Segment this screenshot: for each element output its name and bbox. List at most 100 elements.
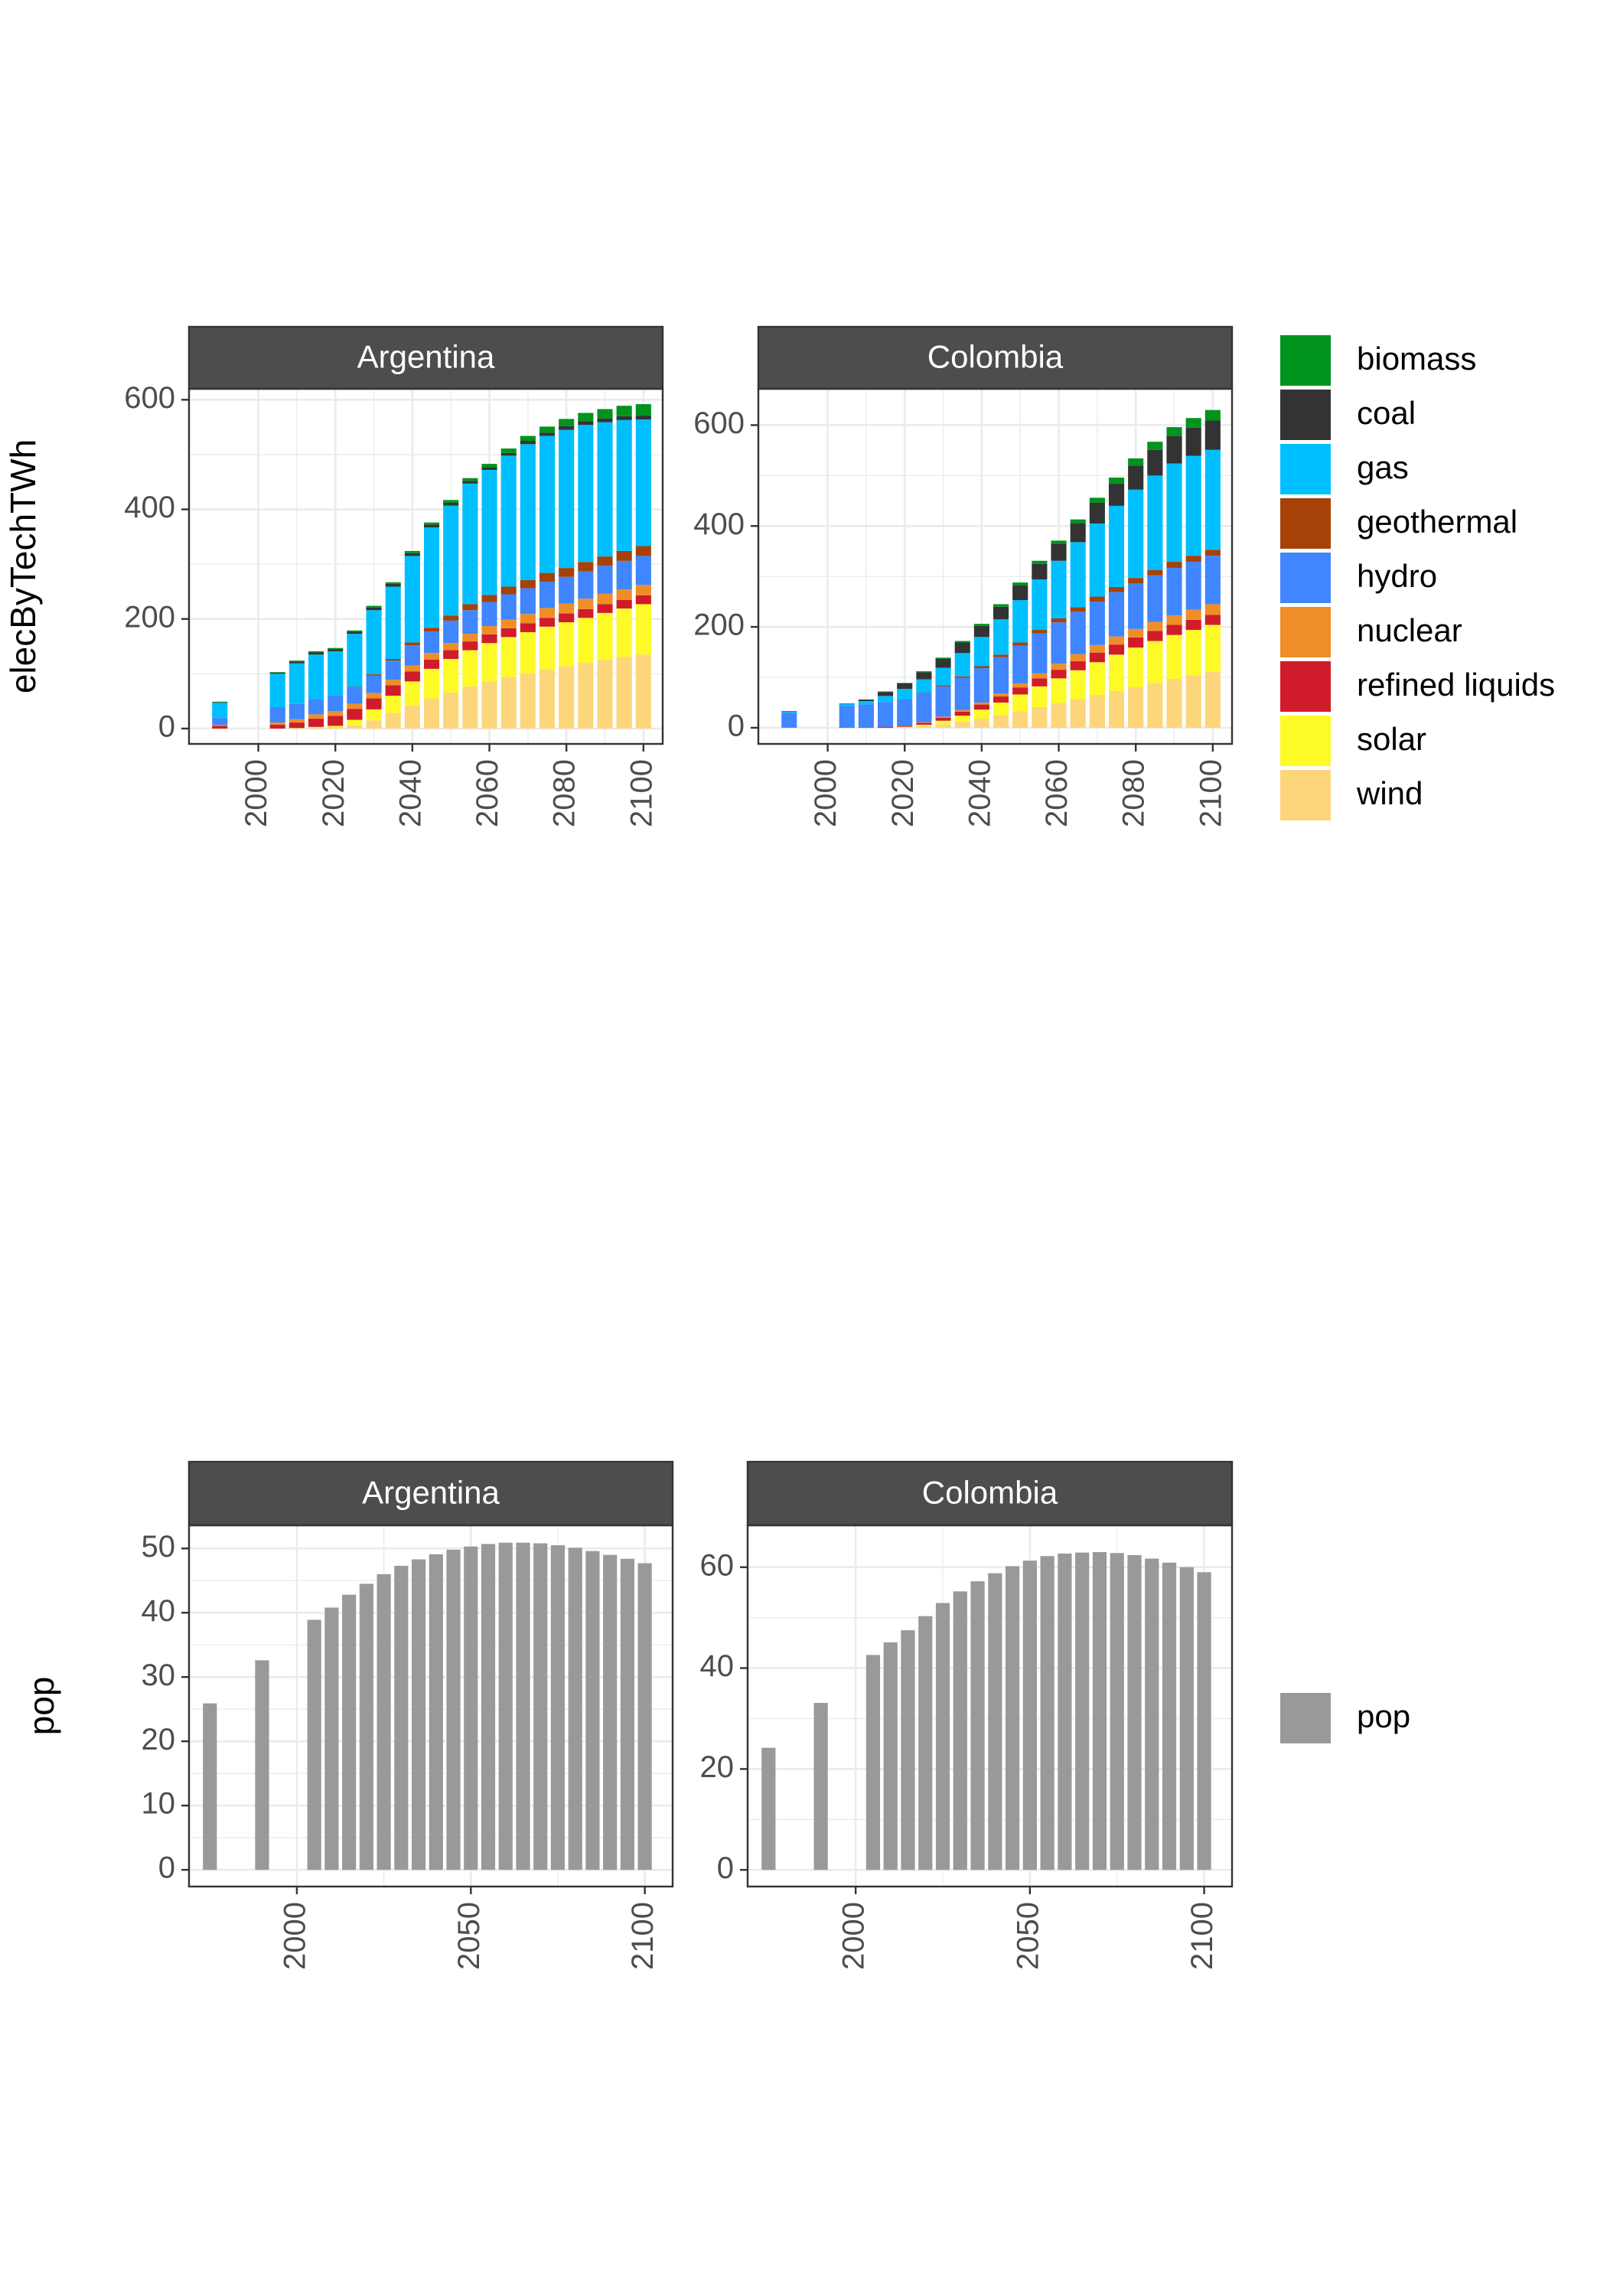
bar-segment-solar — [916, 724, 932, 726]
bar-segment-hydro — [1185, 562, 1201, 610]
bar-segment-wind — [308, 728, 324, 729]
bar-pop — [550, 1545, 566, 1870]
bar-segment-solar — [1108, 654, 1125, 691]
bar-segment-solar — [308, 726, 324, 729]
facet-strip-label: Argentina — [362, 1475, 500, 1511]
bar-segment-biomass — [443, 500, 459, 503]
bar-segment-wind — [539, 669, 556, 729]
bar-segment-nuclear — [559, 603, 575, 614]
bar-segment-hydro — [328, 695, 344, 712]
bar-segment-gas — [1051, 560, 1067, 618]
x-tick-label: 2020 — [886, 759, 920, 827]
bar-segment-geothermal — [954, 676, 970, 678]
y-tick-label: 0 — [158, 1851, 175, 1885]
y-axis-title: elecByTechTWh — [3, 439, 43, 693]
bar-segment-geothermal — [616, 550, 632, 561]
bar-segment-solar — [935, 720, 951, 725]
bar-segment-refined-liquids — [404, 671, 420, 682]
bar-segment-coal — [878, 692, 894, 696]
bar-segment-geothermal — [443, 615, 459, 621]
bar-segment-gas — [897, 689, 913, 700]
bar-segment-coal — [954, 642, 970, 654]
bar-pop — [585, 1551, 600, 1870]
bar-segment-refined-liquids — [520, 623, 536, 632]
bar-segment-geothermal — [366, 674, 382, 676]
bar-segment-gas — [288, 663, 305, 704]
facet-strip-label: Colombia — [927, 339, 1064, 375]
bar-segment-wind — [1032, 706, 1048, 728]
bar-segment-refined-liquids — [839, 727, 855, 728]
bar-segment-coal — [973, 625, 989, 638]
legend-label: refined liquids — [1357, 667, 1555, 703]
bar-segment-geothermal — [578, 562, 594, 572]
bar-segment-hydro — [559, 576, 575, 604]
bar-segment-refined-liquids — [635, 595, 651, 605]
bar-segment-refined-liquids — [935, 717, 951, 721]
bar-segment-coal — [1051, 543, 1067, 561]
bar-segment-hydro — [973, 668, 989, 703]
bar-segment-refined-liquids — [616, 599, 632, 609]
bar-segment-refined-liquids — [462, 641, 478, 651]
bar-segment-nuclear — [404, 665, 420, 672]
bar-segment-wind — [1012, 711, 1028, 728]
bar-segment-nuclear — [916, 722, 932, 723]
bar-segment-geothermal — [520, 579, 536, 589]
bar-segment-geothermal — [993, 654, 1009, 657]
bar-pop — [1110, 1553, 1124, 1870]
legend-key-pop — [1280, 1693, 1331, 1743]
bar-segment-hydro — [1089, 602, 1105, 645]
bar-segment-biomass — [1204, 409, 1221, 421]
bar-segment-geothermal — [404, 642, 420, 646]
bar-segment-geothermal — [462, 604, 478, 611]
bar-segment-geothermal — [1012, 642, 1028, 646]
x-tick-label: 2050 — [1011, 1902, 1045, 1970]
bar-segment-refined-liquids — [347, 709, 363, 720]
bar-segment-hydro — [500, 594, 517, 620]
bar-segment-geothermal — [481, 595, 497, 602]
bar-pop — [935, 1603, 950, 1870]
bar-segment-refined-liquids — [1070, 660, 1086, 670]
bar-segment-hydro — [443, 620, 459, 644]
bar-segment-gas — [539, 435, 556, 573]
x-tick-label: 2060 — [1040, 759, 1074, 827]
bar-segment-wind — [559, 666, 575, 729]
bar-segment-nuclear — [1070, 654, 1086, 661]
y-axis-title: pop — [21, 1677, 61, 1736]
bar-segment-hydro — [1166, 567, 1182, 615]
bar-segment-biomass — [328, 647, 344, 650]
y-tick-label: 20 — [142, 1723, 176, 1756]
bar-segment-solar — [1185, 630, 1201, 676]
bar-pop — [1162, 1562, 1177, 1870]
bar-segment-refined-liquids — [578, 608, 594, 618]
facet-strip-label: Colombia — [922, 1475, 1058, 1511]
bar-segment-wind — [404, 705, 420, 729]
bar-segment-coal — [916, 672, 932, 680]
y-tick-label: 200 — [693, 608, 745, 642]
bar-segment-biomass — [462, 478, 478, 481]
bar-segment-solar — [366, 709, 382, 721]
bar-pop — [603, 1554, 618, 1870]
bar-segment-solar — [462, 650, 478, 687]
bar-segment-hydro — [385, 660, 401, 680]
bar-segment-wind — [1070, 699, 1086, 728]
facet-panel-argentina: Argentina 0 10 20 30 40 50 2000 2050 2100 — [142, 1460, 674, 1970]
y-tick-label: 20 — [700, 1750, 735, 1784]
bar-segment-refined-liquids — [423, 659, 440, 669]
y-tick-label: 600 — [693, 406, 745, 440]
legend-label: geothermal — [1357, 504, 1517, 540]
bar-segment-gas — [269, 673, 285, 708]
bar-segment-coal — [328, 649, 344, 651]
legend-key-coal — [1280, 390, 1331, 440]
bar-segment-gas — [1032, 579, 1048, 631]
x-tick-label: 2000 — [240, 759, 273, 827]
bar-segment-nuclear — [269, 722, 285, 725]
bar-segment-coal — [1012, 585, 1028, 601]
bar-segment-biomass — [616, 406, 632, 416]
bar-segment-gas — [462, 483, 478, 605]
bar-segment-wind — [616, 657, 632, 729]
bar-pop — [481, 1544, 496, 1870]
bar-segment-coal — [858, 700, 874, 701]
y-tick-label: 400 — [693, 507, 745, 541]
bar-segment-biomass — [385, 582, 401, 584]
